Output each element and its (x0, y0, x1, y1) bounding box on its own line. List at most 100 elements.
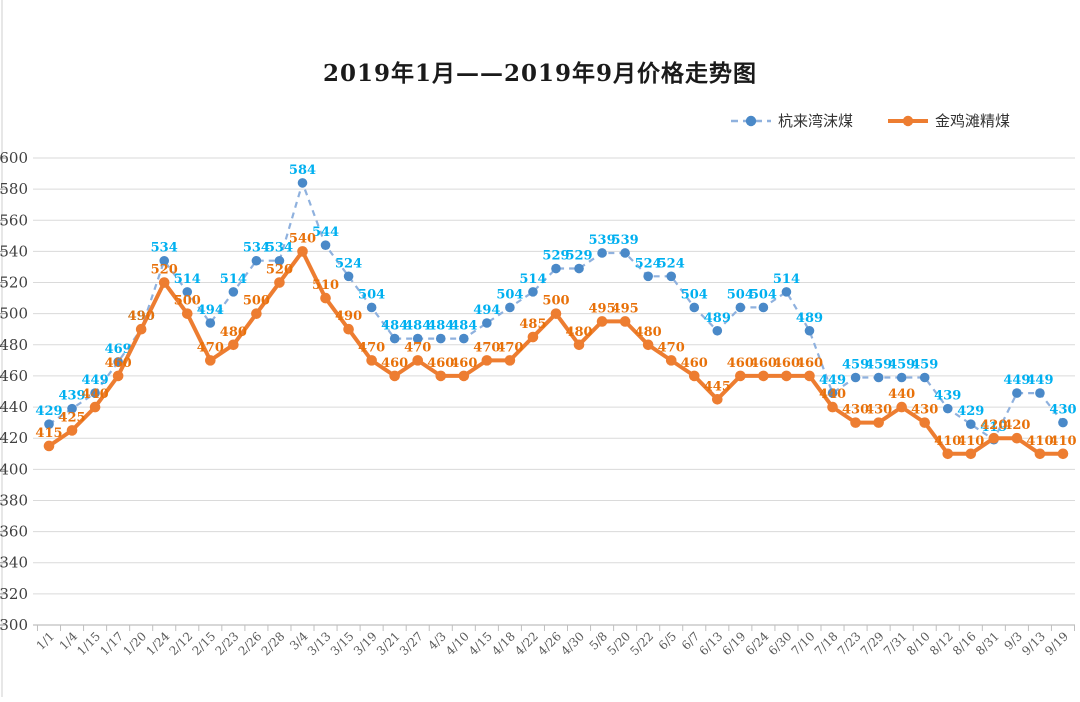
y-axis-label: 520 (0, 274, 28, 292)
data-point-marker (1034, 448, 1046, 460)
data-label: 420 (1003, 418, 1030, 433)
data-label: 440 (888, 387, 915, 402)
data-point-marker (389, 370, 400, 382)
x-axis-label: 8/31 (973, 629, 1002, 658)
data-point-marker (528, 287, 538, 297)
data-point-marker (251, 255, 262, 266)
data-label: 459 (911, 357, 938, 372)
data-label: 470 (473, 340, 500, 355)
data-label: 529 (565, 249, 592, 264)
data-point-marker (481, 355, 493, 366)
legend-item-hanglaiwan: 杭来湾沫煤 (730, 110, 853, 131)
x-axis-label: 2/28 (259, 629, 288, 658)
x-axis-label: 2/12 (166, 629, 195, 658)
data-point-marker (182, 287, 193, 297)
data-label: 520 (151, 263, 178, 278)
data-point-marker (919, 417, 931, 428)
data-label: 529 (542, 249, 569, 264)
data-label: 514 (174, 272, 201, 287)
data-point-marker (827, 401, 838, 413)
data-label: 514 (220, 272, 247, 287)
data-point-marker (573, 339, 585, 351)
data-point-marker (873, 417, 884, 428)
data-point-marker (435, 333, 446, 344)
data-label: 500 (243, 294, 270, 309)
data-point-marker (1011, 432, 1023, 444)
y-axis-label: 580 (0, 180, 28, 198)
data-point-marker (827, 388, 838, 398)
data-label: 430 (1049, 403, 1076, 418)
data-point-marker (228, 339, 239, 351)
data-point-marker (297, 178, 308, 188)
data-point-marker (43, 440, 55, 452)
x-axis-label: 3/19 (351, 629, 380, 658)
data-point-marker (113, 357, 123, 367)
series-hanglaiwan: 4294394494694905345144945145345345845445… (35, 163, 1077, 445)
data-label: 484 (427, 319, 454, 334)
data-point-marker (1057, 448, 1069, 460)
data-point-marker (966, 419, 976, 429)
data-point-marker (873, 372, 884, 383)
data-label: 440 (82, 387, 109, 402)
y-axis-label: 360 (0, 523, 28, 541)
data-label: 459 (842, 357, 869, 372)
data-point-marker (688, 370, 700, 382)
data-point-marker (412, 333, 423, 344)
data-point-marker (896, 401, 907, 413)
x-axis-label: 7/23 (835, 629, 864, 658)
data-label: 480 (565, 325, 592, 340)
data-label: 540 (289, 231, 316, 246)
data-label: 489 (796, 311, 823, 326)
data-point-marker (135, 323, 147, 335)
data-label: 495 (612, 301, 639, 316)
data-label: 460 (750, 356, 777, 371)
x-axis-label: 9/19 (1042, 629, 1071, 658)
data-label: 539 (589, 233, 616, 248)
data-label: 490 (335, 309, 362, 324)
data-label: 489 (704, 311, 731, 326)
legend-dashed-dot-icon (730, 113, 772, 129)
data-label: 430 (911, 403, 938, 418)
data-label: 494 (197, 303, 224, 318)
data-label: 419 (980, 420, 1007, 435)
data-label: 524 (658, 256, 685, 271)
data-point-marker (574, 263, 584, 274)
x-axis-label: 4/15 (466, 629, 495, 658)
data-label: 504 (750, 287, 777, 302)
data-point-marker (67, 403, 77, 414)
data-label: 439 (934, 389, 961, 404)
data-label: 510 (312, 278, 339, 293)
data-label: 500 (542, 294, 569, 309)
data-point-marker (942, 448, 954, 460)
x-axis-label: 8/16 (950, 629, 979, 658)
data-label: 449 (82, 373, 109, 388)
data-point-marker (435, 370, 447, 382)
data-point-marker (988, 432, 1000, 444)
data-point-marker (458, 370, 470, 382)
data-point-marker (781, 287, 792, 297)
data-point-marker (251, 308, 262, 319)
chart-title: 2019年1月——2019年9月价格走势图 (322, 60, 758, 87)
data-label: 484 (450, 319, 477, 334)
data-point-marker (505, 302, 515, 313)
data-point-marker (942, 403, 953, 414)
legend-solid-dot-icon (887, 113, 929, 129)
data-label: 470 (197, 340, 224, 355)
data-label: 430 (842, 403, 869, 418)
y-axis-label: 380 (0, 491, 28, 509)
data-label: 460 (681, 356, 708, 371)
data-point-marker (642, 339, 654, 351)
data-point-marker (205, 355, 216, 366)
x-axis-label: 9/13 (1019, 629, 1048, 658)
data-label: 524 (635, 256, 662, 271)
data-point-marker (228, 287, 239, 297)
data-label: 500 (174, 294, 201, 309)
legend-label-jinjitan: 金鸡滩精煤 (935, 112, 1011, 130)
data-label: 430 (865, 403, 892, 418)
x-axis-label: 7/31 (881, 629, 910, 658)
data-point-marker (896, 372, 907, 383)
data-label: 460 (450, 356, 477, 371)
data-label: 460 (796, 356, 823, 371)
data-point-marker (366, 302, 377, 313)
legend-item-jinjitan: 金鸡滩精煤 (887, 110, 1010, 131)
